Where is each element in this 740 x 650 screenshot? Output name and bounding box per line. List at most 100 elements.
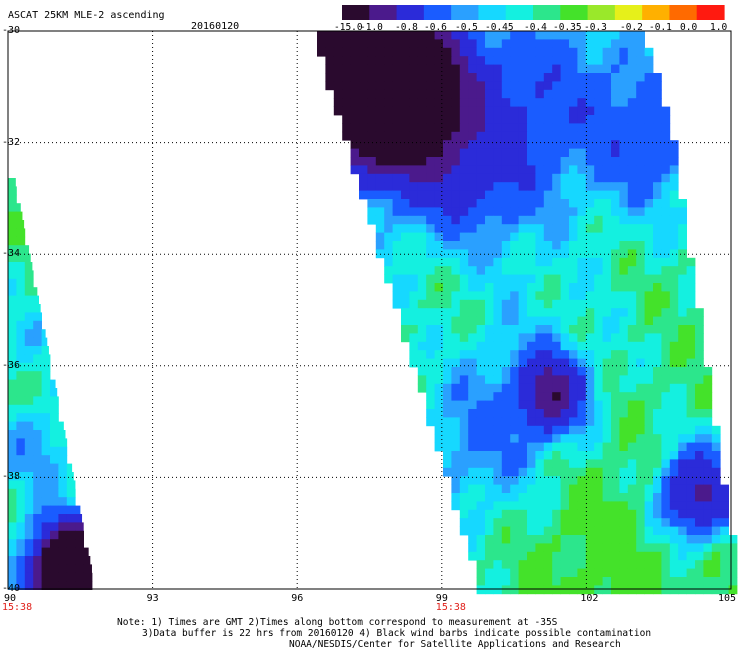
data-cell [569, 123, 578, 133]
data-cell [535, 560, 545, 569]
data-cell [627, 568, 637, 578]
data-cell [644, 274, 654, 284]
data-cell [468, 39, 477, 49]
data-cell [585, 56, 595, 65]
data-cell [543, 199, 553, 208]
data-cell [476, 266, 486, 275]
data-cell [417, 232, 427, 242]
data-cell [8, 270, 17, 280]
data-cell [577, 308, 587, 317]
data-cell [611, 568, 620, 578]
data-cell [384, 73, 393, 82]
data-cell [577, 173, 587, 183]
data-cell [434, 64, 444, 74]
data-cell [703, 484, 713, 494]
data-cell [24, 480, 34, 490]
data-cell [611, 451, 620, 460]
data-cell [636, 299, 645, 309]
data-cell [711, 535, 721, 544]
data-cell [510, 585, 519, 595]
data-cell [535, 476, 545, 485]
data-cell [41, 329, 46, 338]
data-cell [661, 106, 671, 116]
data-cell [543, 535, 553, 544]
data-cell [401, 232, 410, 242]
data-cell [350, 89, 360, 99]
data-cell [459, 325, 469, 334]
data-cell [627, 392, 637, 401]
data-cell [443, 47, 452, 57]
data-cell [577, 316, 587, 326]
data-cell [510, 383, 519, 393]
data-cell [459, 383, 469, 393]
data-cell [602, 467, 612, 477]
data-cell [653, 131, 662, 141]
data-cell [569, 215, 578, 225]
data-cell [594, 493, 603, 502]
data-cell [636, 291, 645, 301]
data-cell [384, 257, 393, 267]
data-cell [510, 173, 519, 183]
data-cell [493, 350, 503, 359]
data-cell [367, 131, 377, 141]
data-cell [24, 337, 34, 347]
data-cell [459, 232, 469, 242]
data-cell [401, 316, 410, 326]
data-cell [8, 211, 17, 221]
data-cell [644, 106, 654, 116]
data-cell [375, 190, 385, 200]
data-cell [409, 123, 419, 133]
data-cell [527, 560, 536, 569]
data-cell [543, 400, 553, 410]
data-cell [669, 476, 679, 485]
data-cell [375, 81, 385, 91]
data-cell [468, 476, 477, 485]
data-cell [459, 39, 469, 49]
data-cell [627, 98, 637, 107]
data-cell [451, 148, 461, 158]
data-cell [434, 157, 444, 166]
data-cell [602, 333, 612, 343]
data-cell [594, 367, 603, 376]
data-cell [468, 224, 477, 233]
data-cell [342, 123, 351, 133]
data-cell [661, 140, 671, 149]
data-cell [510, 392, 519, 401]
data-cell [653, 577, 662, 586]
data-cell [653, 417, 662, 427]
data-cell [501, 459, 511, 469]
data-cell [409, 350, 419, 359]
data-cell [485, 467, 494, 477]
data-cell [611, 257, 620, 267]
data-cell [577, 409, 587, 418]
data-cell [703, 543, 713, 553]
data-cell [417, 182, 427, 191]
data-cell [16, 270, 26, 280]
data-cell [560, 274, 570, 284]
data-cell [560, 215, 570, 225]
data-cell [16, 497, 26, 506]
data-cell [653, 140, 662, 149]
data-cell [695, 341, 704, 351]
data-cell [501, 375, 511, 385]
data-cell [375, 73, 385, 82]
data-cell [543, 560, 553, 569]
data-cell [711, 526, 721, 536]
data-cell [392, 123, 402, 133]
data-cell [476, 299, 486, 309]
data-cell [535, 551, 545, 561]
data-cell [669, 148, 679, 158]
data-cell [594, 199, 603, 208]
data-cell [41, 572, 51, 582]
data-cell [350, 157, 360, 166]
data-cell [359, 190, 368, 200]
data-cell [611, 157, 620, 166]
data-cell [552, 451, 561, 460]
data-cell [552, 392, 561, 401]
data-cell [678, 577, 687, 586]
data-cell [468, 518, 477, 527]
data-cell [16, 278, 26, 288]
data-cell [569, 81, 578, 91]
data-cell [627, 383, 637, 393]
data-cell [493, 165, 503, 175]
